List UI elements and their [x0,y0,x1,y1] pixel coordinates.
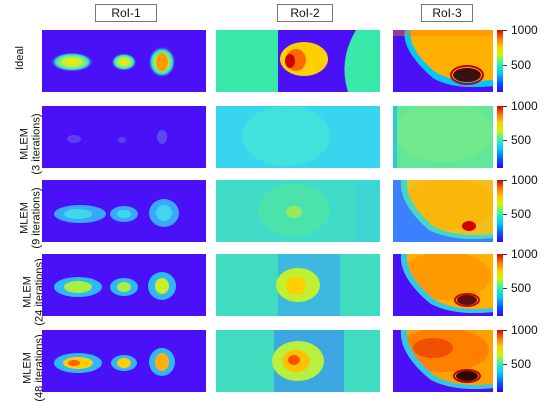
column-header-roi-1: RoI-1 [95,4,157,22]
row-label-mlem-3-text: MLEM (3 iterations) [19,113,43,174]
panel-ideal-roi-1 [42,30,206,92]
row-label-mlem-24-line1: MLEM [21,276,34,308]
panel-mlem3-roi-3 [393,106,493,168]
colorbar-tick [503,254,507,255]
colorbar-tick [503,288,507,289]
colorbar-mlem9 [497,180,503,242]
row-label-mlem-3-line1: MLEM [18,128,31,160]
colorbar-tick [503,30,507,31]
colorbar-tick [503,65,507,66]
panel-mlem9-roi-1 [42,180,206,242]
column-header-roi-2: RoI-2 [277,4,333,22]
panel-ideal-roi-2 [216,30,380,92]
colorbar-tick [503,364,507,365]
colorbar-mlem24 [497,254,503,316]
colorbar-mlem3-max-label: 1000 [511,99,538,113]
row-label-mlem-9: MLEM (9 iterations) [0,180,43,248]
colorbar-ideal [497,30,503,92]
panel-mlem9-roi-3 [393,180,493,242]
panel-mlem48-roi-2 [216,330,380,392]
colorbar-mlem48-mid-label: 500 [511,357,532,371]
row-label-mlem-48-line1: MLEM [21,352,34,384]
colorbar-ideal-mid-label: 500 [511,58,532,72]
colorbar-tick [503,180,507,181]
row-label-mlem-9-line1: MLEM [18,202,31,234]
colorbar-mlem48 [497,330,503,392]
column-header-roi-3: RoI-3 [421,4,473,22]
row-label-mlem-3: MLEM (3 iterations) [0,106,43,174]
colorbar-mlem48-max-label: 1000 [511,323,538,337]
panel-mlem9-roi-2 [216,180,380,242]
panel-mlem48-roi-1 [42,330,206,392]
colorbar-tick [503,140,507,141]
colorbar-ideal-max-label: 1000 [511,23,538,37]
panel-mlem24-roi-2 [216,254,380,316]
row-label-ideal: Ideal [0,30,40,92]
colorbar-mlem24-mid-label: 500 [511,281,532,295]
colorbar-tick [503,214,507,215]
colorbar-mlem9-max-label: 1000 [511,173,538,187]
panel-mlem24-roi-1 [42,254,206,316]
panel-ideal-roi-3 [393,30,493,92]
colorbar-tick [503,106,507,107]
panel-mlem3-roi-2 [216,106,380,168]
colorbar-mlem3-mid-label: 500 [511,133,532,147]
colorbar-tick [503,330,507,331]
colorbar-mlem24-max-label: 1000 [511,247,538,261]
colorbar-mlem9-mid-label: 500 [511,207,532,221]
row-label-mlem-9-line2: (9 iterations) [30,187,43,249]
panel-mlem3-roi-1 [42,106,206,168]
panel-mlem24-roi-3 [393,254,493,316]
row-label-mlem-24: MLEM (24 iterations) [0,254,46,325]
panel-mlem48-roi-3 [393,330,493,392]
row-label-mlem-48: MLEM (48 iterations) [0,330,46,401]
row-label-ideal-text: Ideal [13,46,26,70]
row-label-mlem-9-text: MLEM (9 iterations) [19,187,43,248]
row-label-mlem-3-line2: (3 iterations) [30,113,43,175]
colorbar-mlem3 [497,106,503,168]
